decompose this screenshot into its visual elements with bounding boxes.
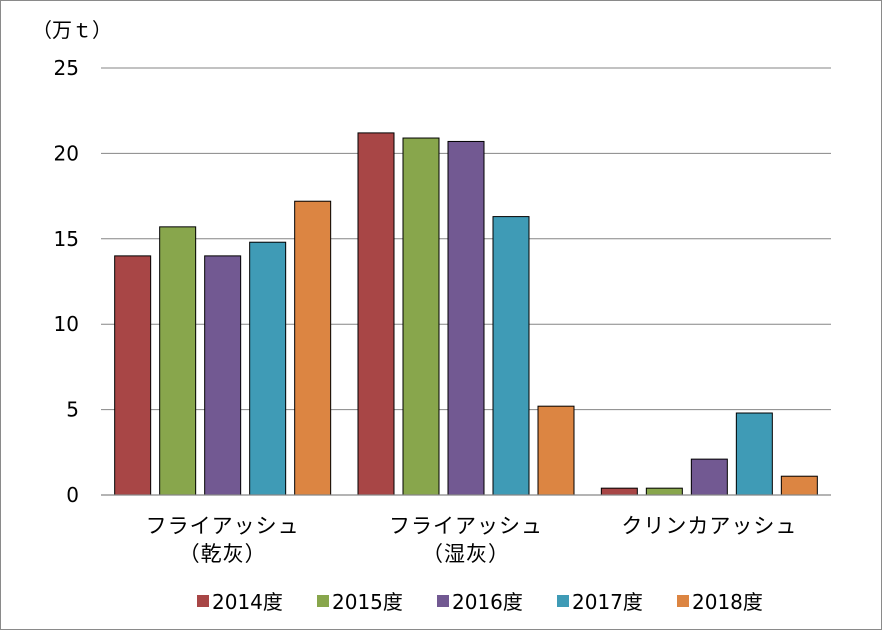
bar-2017度 (735, 412, 773, 496)
category-label: （湿灰） (422, 542, 510, 566)
bar-2017度 (249, 241, 287, 496)
bars (114, 132, 818, 496)
category-label: フライアッシュ (389, 514, 543, 538)
y-axis-unit-label: （万ｔ） (32, 18, 112, 42)
bar-2014度 (357, 132, 395, 496)
legend-label: 2014度 (212, 590, 283, 614)
legend-swatch (557, 595, 569, 607)
bar-2016度 (204, 255, 242, 496)
legend-swatch (197, 595, 209, 607)
category-label: クリンカアッシュ (621, 514, 797, 538)
category-label: （乾灰） (179, 542, 267, 566)
legend-label: 2015度 (332, 590, 403, 614)
legend: 2014度 2015度 2016度 2017度 2018度 (197, 590, 763, 614)
y-tick-label: 10 (54, 312, 79, 336)
legend-swatch (677, 595, 689, 607)
legend-label: 2016度 (452, 590, 523, 614)
y-tick-label: 5 (66, 398, 79, 422)
bar-2016度 (447, 140, 485, 496)
y-tick-label: 15 (54, 227, 79, 251)
y-tick-label: 20 (54, 141, 79, 165)
bar-2018度 (780, 475, 818, 496)
category-label: フライアッシュ (146, 514, 300, 538)
bar-2014度 (114, 255, 152, 496)
bar-2015度 (402, 137, 440, 496)
y-tick-label: 25 (54, 56, 79, 80)
legend-swatch (317, 595, 329, 607)
bar-2018度 (537, 405, 575, 496)
bar-2014度 (600, 487, 638, 496)
y-tick-labels: 0 5 10 15 20 25 (54, 56, 79, 507)
bar-2017度 (492, 216, 530, 496)
y-tick-label: 0 (66, 483, 79, 507)
bar-2015度 (159, 226, 197, 496)
legend-label: 2017度 (572, 590, 643, 614)
bar-2018度 (294, 200, 332, 496)
bar-2015度 (645, 487, 683, 496)
legend-label: 2018度 (692, 590, 763, 614)
bar-2016度 (690, 458, 728, 496)
category-labels: フライアッシュ （乾灰） フライアッシュ （湿灰） クリンカアッシュ (146, 514, 797, 566)
legend-swatch (437, 595, 449, 607)
